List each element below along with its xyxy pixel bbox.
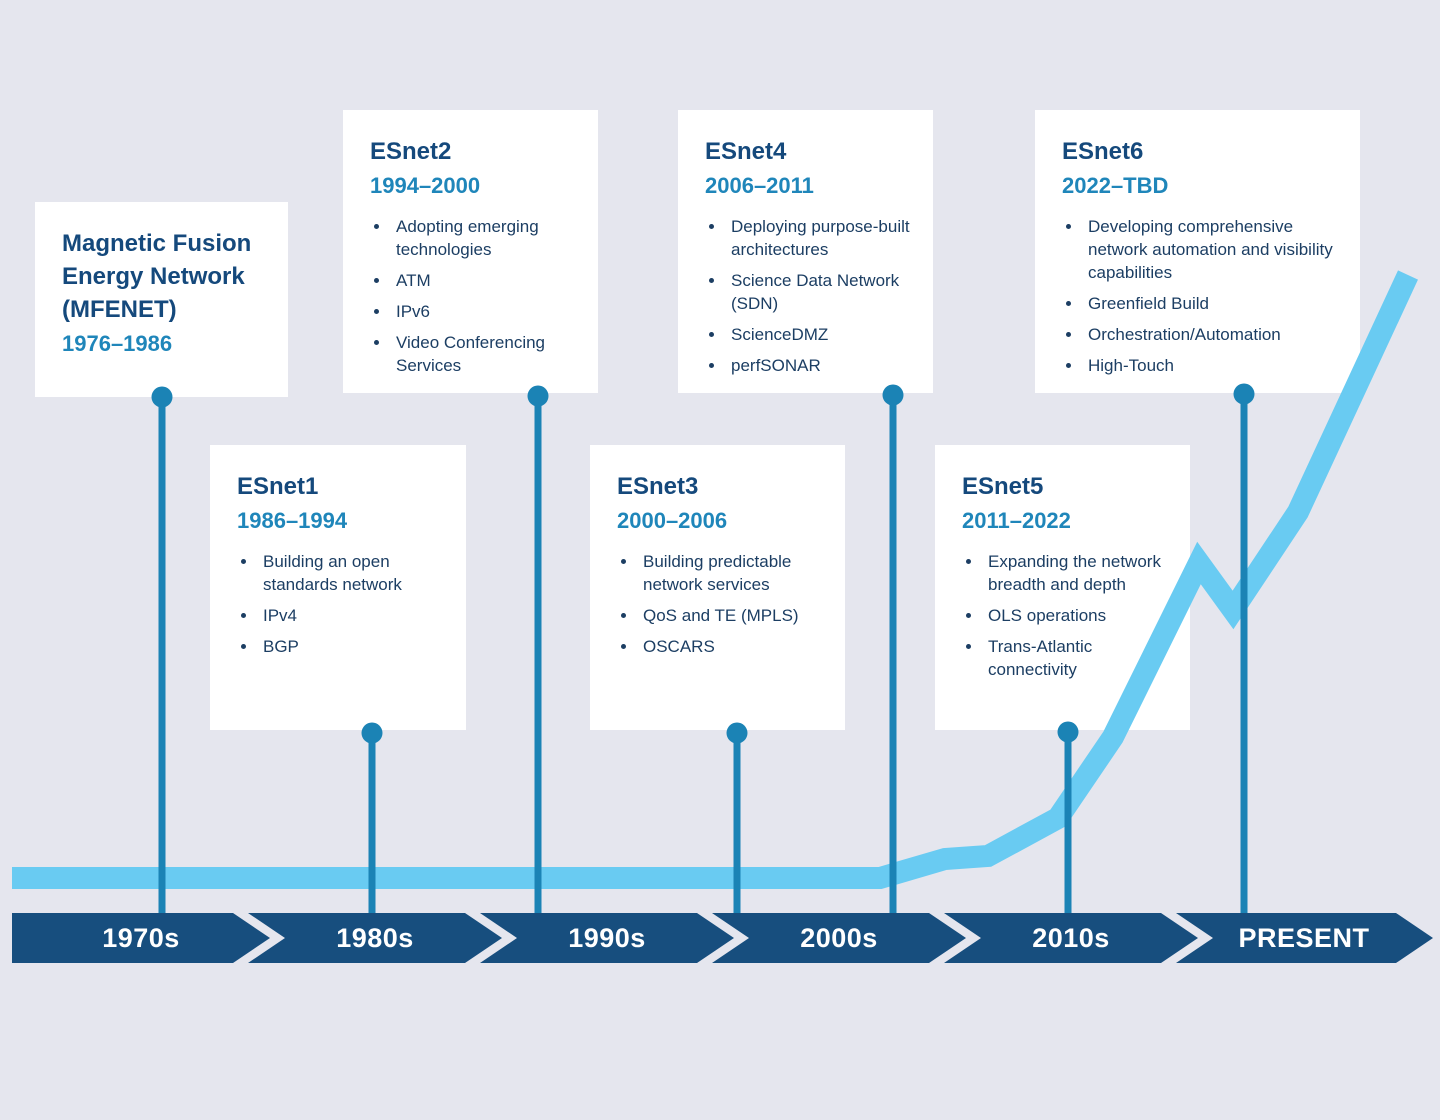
timeline-label-2010s: 2010s [1032, 923, 1110, 953]
bullet-item: Building an open standards network [238, 550, 450, 596]
growth-curve-line [12, 270, 1418, 889]
card-years: 1976–1986 [62, 331, 173, 356]
connector-dot-esnet6 [1233, 383, 1255, 405]
bullet-item: IPv6 [371, 300, 582, 323]
bullet-item: perfSONAR [706, 354, 917, 377]
timeline-segment-1990s [480, 913, 734, 963]
bullet-item: Building predictable network services [618, 550, 829, 596]
card-esnet3: ESnet3 2000–2006 Building predictable ne… [590, 445, 845, 730]
card-title: Magnetic Fusion Energy Network (MFENET) [62, 230, 252, 323]
bullet-item: Greenfield Build [1063, 292, 1344, 315]
bullet-item: Video Conferencing Services [371, 331, 582, 377]
card-title: ESnet3 [617, 473, 699, 500]
card-bullet-list: Expanding the network breadth and depth O… [963, 550, 1174, 681]
bullet-item: Expanding the network breadth and depth [963, 550, 1174, 596]
connector-dot-esnet2 [527, 385, 549, 407]
card-esnet2: ESnet2 1994–2000 Adopting emerging techn… [343, 110, 598, 393]
bullet-item: ATM [371, 269, 582, 292]
card-title: ESnet5 [962, 473, 1044, 500]
connector-dot-esnet4 [882, 384, 904, 406]
connector-dot-esnet1 [361, 722, 383, 744]
bullet-item: IPv4 [238, 604, 450, 627]
bullet-item: OLS operations [963, 604, 1174, 627]
timeline-label-1980s: 1980s [336, 923, 414, 953]
timeline-segment-1980s [248, 913, 502, 963]
timeline-segment-2000s [712, 913, 966, 963]
timeline-label-1970s: 1970s [102, 923, 180, 953]
card-mfenet: Magnetic Fusion Energy Network (MFENET) … [35, 202, 288, 397]
bullet-item: QoS and TE (MPLS) [618, 604, 829, 627]
bullet-item: Adopting emerging technologies [371, 215, 582, 261]
card-years: 2006–2011 [705, 173, 814, 198]
card-bullet-list: Deploying purpose-built architectures Sci… [706, 215, 917, 377]
bullet-item: ScienceDMZ [706, 323, 917, 346]
card-years: 2011–2022 [962, 508, 1071, 533]
card-years: 1994–2000 [370, 173, 481, 198]
timeline-segment-present [1176, 913, 1433, 963]
timeline-label-1990s: 1990s [568, 923, 646, 953]
connector-dot-esnet3 [726, 722, 748, 744]
bullet-item: Deploying purpose-built architectures [706, 215, 917, 261]
card-esnet1: ESnet1 1986–1994 Building an open standa… [210, 445, 466, 730]
card-bullet-list: Developing comprehensive network automat… [1063, 215, 1344, 377]
bullet-item: BGP [238, 635, 450, 658]
card-years: 2022–TBD [1062, 173, 1169, 198]
card-esnet4: ESnet4 2006–2011 Deploying purpose-built… [678, 110, 933, 393]
card-bullet-list: Building an open standards network IPv4 BG… [238, 550, 450, 658]
bullet-item: High-Touch [1063, 354, 1344, 377]
timeline-segment-1970s [12, 913, 270, 963]
card-bullet-list: Adopting emerging technologies ATM IPv6 Vid… [371, 215, 582, 377]
bullet-item: Science Data Network (SDN) [706, 269, 917, 315]
card-years: 2000–2006 [617, 508, 728, 533]
bullet-item: Trans-Atlantic connectivity [963, 635, 1174, 681]
card-title: ESnet4 [705, 138, 787, 165]
bullet-item: Orchestration/Automation [1063, 323, 1344, 346]
connector-dot-mfenet [151, 386, 173, 408]
bullet-item: Developing comprehensive network automat… [1063, 215, 1344, 284]
card-title: ESnet1 [237, 473, 319, 500]
card-years: 1986–1994 [237, 508, 348, 533]
card-esnet6: ESnet6 2022–TBD Developing comprehensive… [1035, 110, 1360, 393]
bullet-item: OSCARS [618, 635, 829, 658]
timeline-label-present: PRESENT [1238, 923, 1370, 953]
connector-dot-esnet5 [1057, 721, 1079, 743]
card-title: ESnet2 [370, 138, 452, 165]
timeline-label-2000s: 2000s [800, 923, 878, 953]
card-bullet-list: Building predictable network services QoS… [618, 550, 829, 658]
timeline-segment-2010s [944, 913, 1198, 963]
card-title: ESnet6 [1062, 138, 1144, 165]
